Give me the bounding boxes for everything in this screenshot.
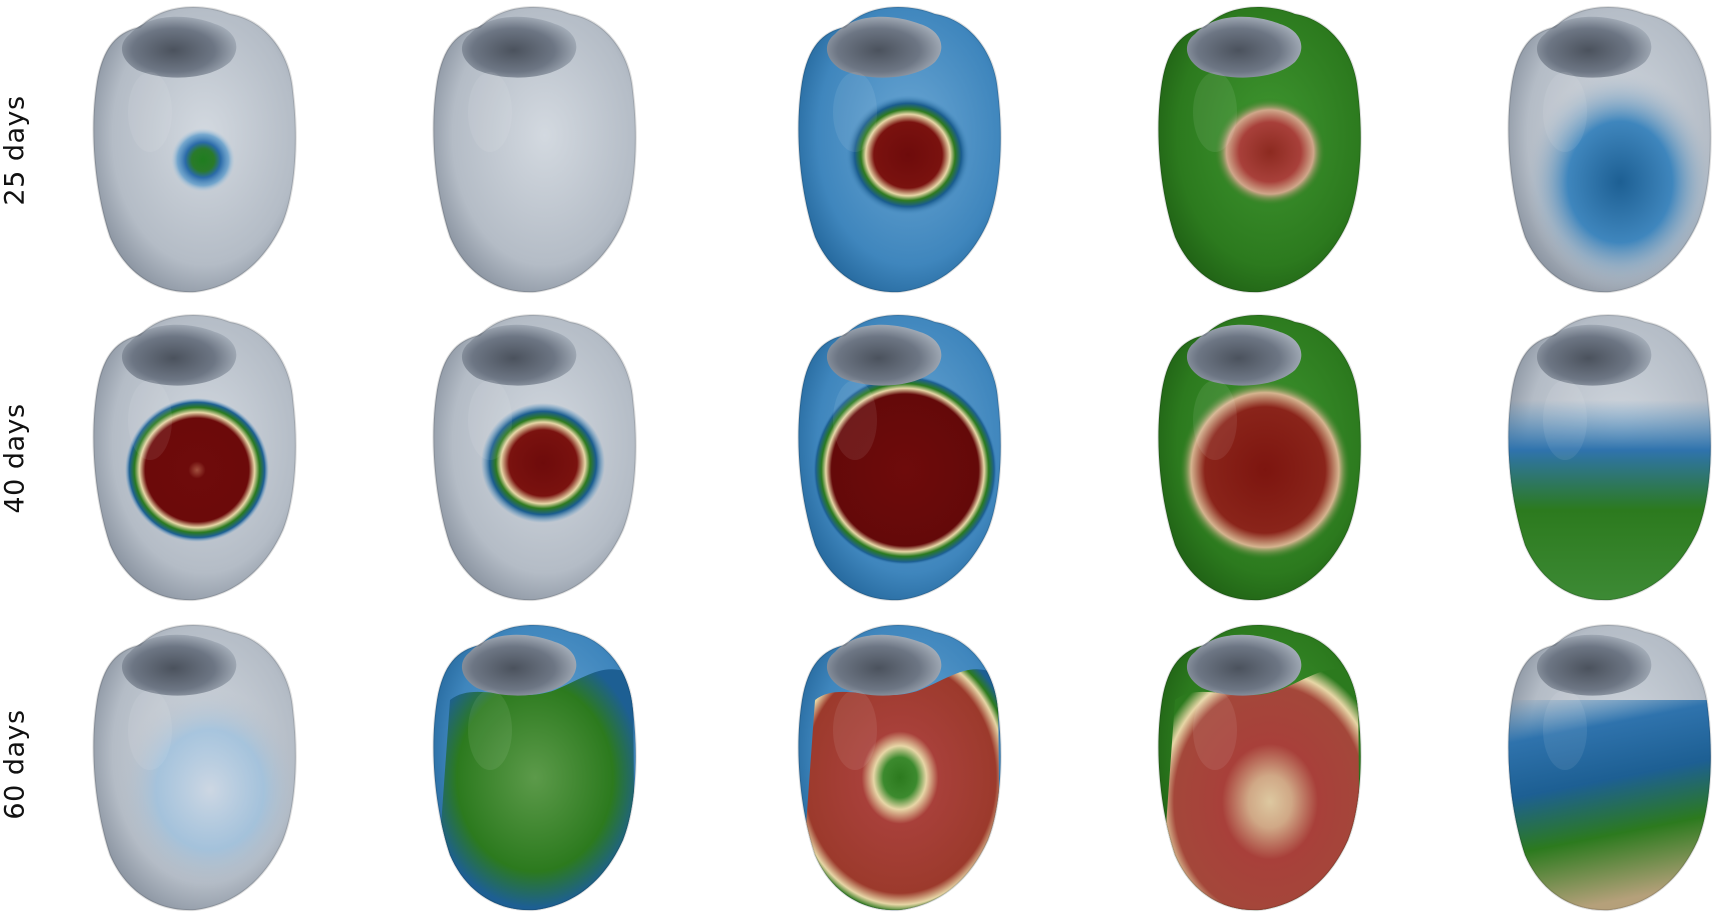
activation-region [800,669,1000,910]
activation-region [1508,700,1711,911]
activation-region [1508,400,1711,600]
atrial-opening [121,634,237,696]
tissue-outline [432,6,637,294]
specular-highlight [1543,72,1587,152]
atrial-opening [1536,324,1652,386]
specular-highlight [468,690,512,770]
tissue-outline [797,314,1002,602]
specular-highlight [833,72,877,152]
specular-highlight [833,690,877,770]
activation-region [1525,72,1711,292]
tissue-panel-r2-c3 [797,314,1002,602]
tissue-panel-r2-c4 [1157,314,1362,602]
tissue-panel-r1-c4 [1157,6,1362,294]
specular-highlight [1543,380,1587,460]
activation-region [813,375,997,565]
specular-highlight [833,380,877,460]
tissue-outline [92,6,297,294]
specular-highlight [128,690,172,770]
tissue-panel-r3-c2 [432,624,637,912]
activation-region [1160,669,1360,910]
activation-region [1214,98,1326,206]
tissue-outline [797,6,1002,294]
activation-region [435,669,635,910]
atrial-opening [461,634,577,696]
activation-region [481,403,605,523]
tissue-outline [432,314,637,602]
activation-region [171,128,235,192]
specular-highlight [1193,690,1237,770]
specular-highlight [1193,72,1237,152]
activation-region [120,690,296,890]
atrial-opening [826,634,942,696]
atrial-opening [461,16,577,78]
specular-highlight [128,72,172,152]
tissue-panel-r3-c1 [92,624,297,912]
tissue-panel-r3-c5 [1507,624,1712,912]
tissue-panel-r1-c1 [92,6,297,294]
tissue-surface [433,7,636,293]
specular-highlight [468,72,512,152]
atrial-opening [1186,16,1302,78]
tissue-panel-r2-c5 [1507,314,1712,602]
tissue-outline [1507,6,1712,294]
specular-highlight [468,380,512,460]
tissue-panel-r2-c1 [92,314,297,602]
tissue-outline [432,624,637,912]
atrial-opening [1536,16,1652,78]
specular-highlight [1193,380,1237,460]
tissue-outline [92,624,297,912]
tissue-panel-r1-c5 [1507,6,1712,294]
atrial-opening [1186,634,1302,696]
tissue-outline [797,624,1002,912]
tissue-panel-r1-c3 [797,6,1002,294]
atrial-opening [121,16,237,78]
activation-region [125,398,269,542]
tissue-panel-r3-c3 [797,624,1002,912]
activation-region [1179,380,1351,560]
atrial-opening [1536,634,1652,696]
specular-highlight [128,380,172,460]
activation-region [846,95,970,215]
tissue-panel-r3-c4 [1157,624,1362,912]
atrial-opening [826,324,942,386]
atrial-opening [826,16,942,78]
tissue-outline [1507,624,1712,912]
atrial-opening [121,324,237,386]
tissue-outline [1157,6,1362,294]
tissue-outline [1157,314,1362,602]
tissue-panel-r2-c2 [432,314,637,602]
tissue-outline [1157,624,1362,912]
specular-highlight [1543,690,1587,770]
tissue-outline [92,314,297,602]
atrial-opening [1186,324,1302,386]
atrial-opening [461,324,577,386]
tissue-outline [1507,314,1712,602]
tissue-panel-r1-c2 [432,6,637,294]
